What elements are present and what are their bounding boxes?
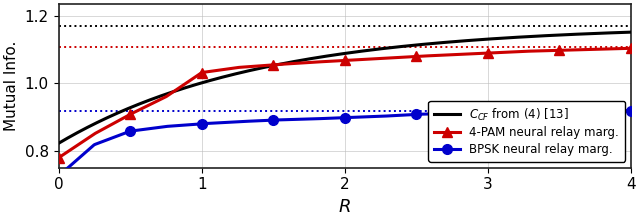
- Legend: $C_{CF}$ from (4) [13], 4-PAM neural relay marg., BPSK neural relay marg.: $C_{CF}$ from (4) [13], 4-PAM neural rel…: [428, 101, 625, 162]
- X-axis label: $R$: $R$: [339, 198, 351, 216]
- Y-axis label: Mutual Info.: Mutual Info.: [4, 41, 19, 131]
